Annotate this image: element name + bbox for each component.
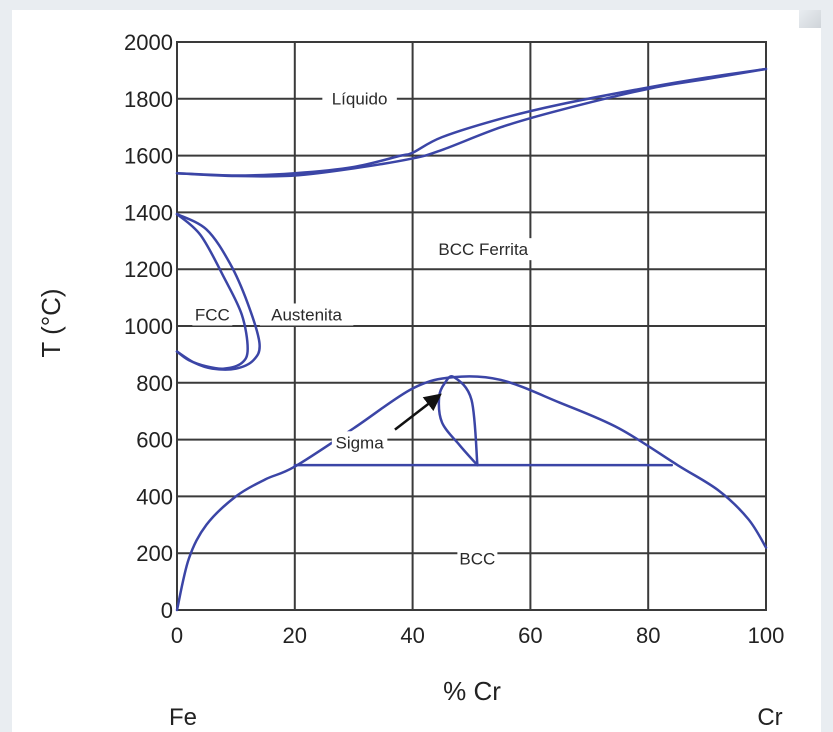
x-axis-title: % Cr — [443, 676, 501, 706]
region-label-bg — [192, 303, 233, 326]
grid — [176, 41, 767, 611]
region-label: BCC Ferrita — [438, 240, 528, 259]
y-tick-label: 1200 — [124, 257, 173, 282]
region-label: Sigma — [335, 433, 384, 452]
region-label-bg — [322, 87, 397, 110]
left-end-label: Fe — [169, 704, 197, 731]
series-line-solidus — [175, 67, 768, 178]
y-tick-label: 400 — [136, 484, 173, 509]
region-label: FCC — [195, 305, 230, 324]
x-tick-label: 60 — [518, 623, 542, 648]
x-tick-label: 80 — [636, 623, 660, 648]
annotation-layer — [394, 393, 442, 431]
tick-labels: 0 20 40 60 80 1000200400600800100012001400160… — [124, 30, 784, 648]
x-tick-label: 40 — [400, 623, 424, 648]
y-tick-label: 600 — [136, 428, 173, 453]
chart-frame — [12, 10, 821, 732]
right-end-label: Cr — [757, 704, 782, 731]
region-label-bg — [331, 431, 388, 454]
y-tick-label: 200 — [136, 541, 173, 566]
label-layer: Líquido BCC Ferrita FCC Austenita Sigma BCC — [192, 87, 540, 570]
x-tick-label: 100 — [748, 623, 785, 648]
x-tick-label: 0 — [171, 623, 183, 648]
series-layer — [175, 67, 768, 612]
sigma-arrow — [394, 393, 442, 431]
region-label-bg — [457, 547, 498, 570]
region-label-bg — [259, 303, 354, 326]
y-tick-label: 800 — [136, 371, 173, 396]
y-tick-label: 1000 — [124, 314, 173, 339]
y-axis-title: T (°C) — [36, 288, 66, 357]
plot-border — [176, 41, 767, 611]
region-label: Austenita — [271, 305, 342, 324]
series-line-bcc_miscibility_gap — [175, 375, 768, 612]
region-label: BCC — [459, 550, 495, 569]
region-label: Líquido — [332, 90, 388, 109]
y-tick-label: 2000 — [124, 30, 173, 55]
y-tick-label: 1800 — [124, 87, 173, 112]
series-line-liquidus — [175, 67, 768, 177]
y-tick-label: 1400 — [124, 200, 173, 225]
series-line-gamma_loop_inner — [175, 212, 249, 370]
x-tick-label: 20 — [283, 623, 307, 648]
y-tick-label: 0 — [161, 598, 173, 623]
series-line-sigma_loop — [437, 375, 479, 467]
corner-shadow — [799, 10, 821, 28]
y-tick-label: 1600 — [124, 144, 173, 169]
region-label-bg — [427, 238, 540, 261]
